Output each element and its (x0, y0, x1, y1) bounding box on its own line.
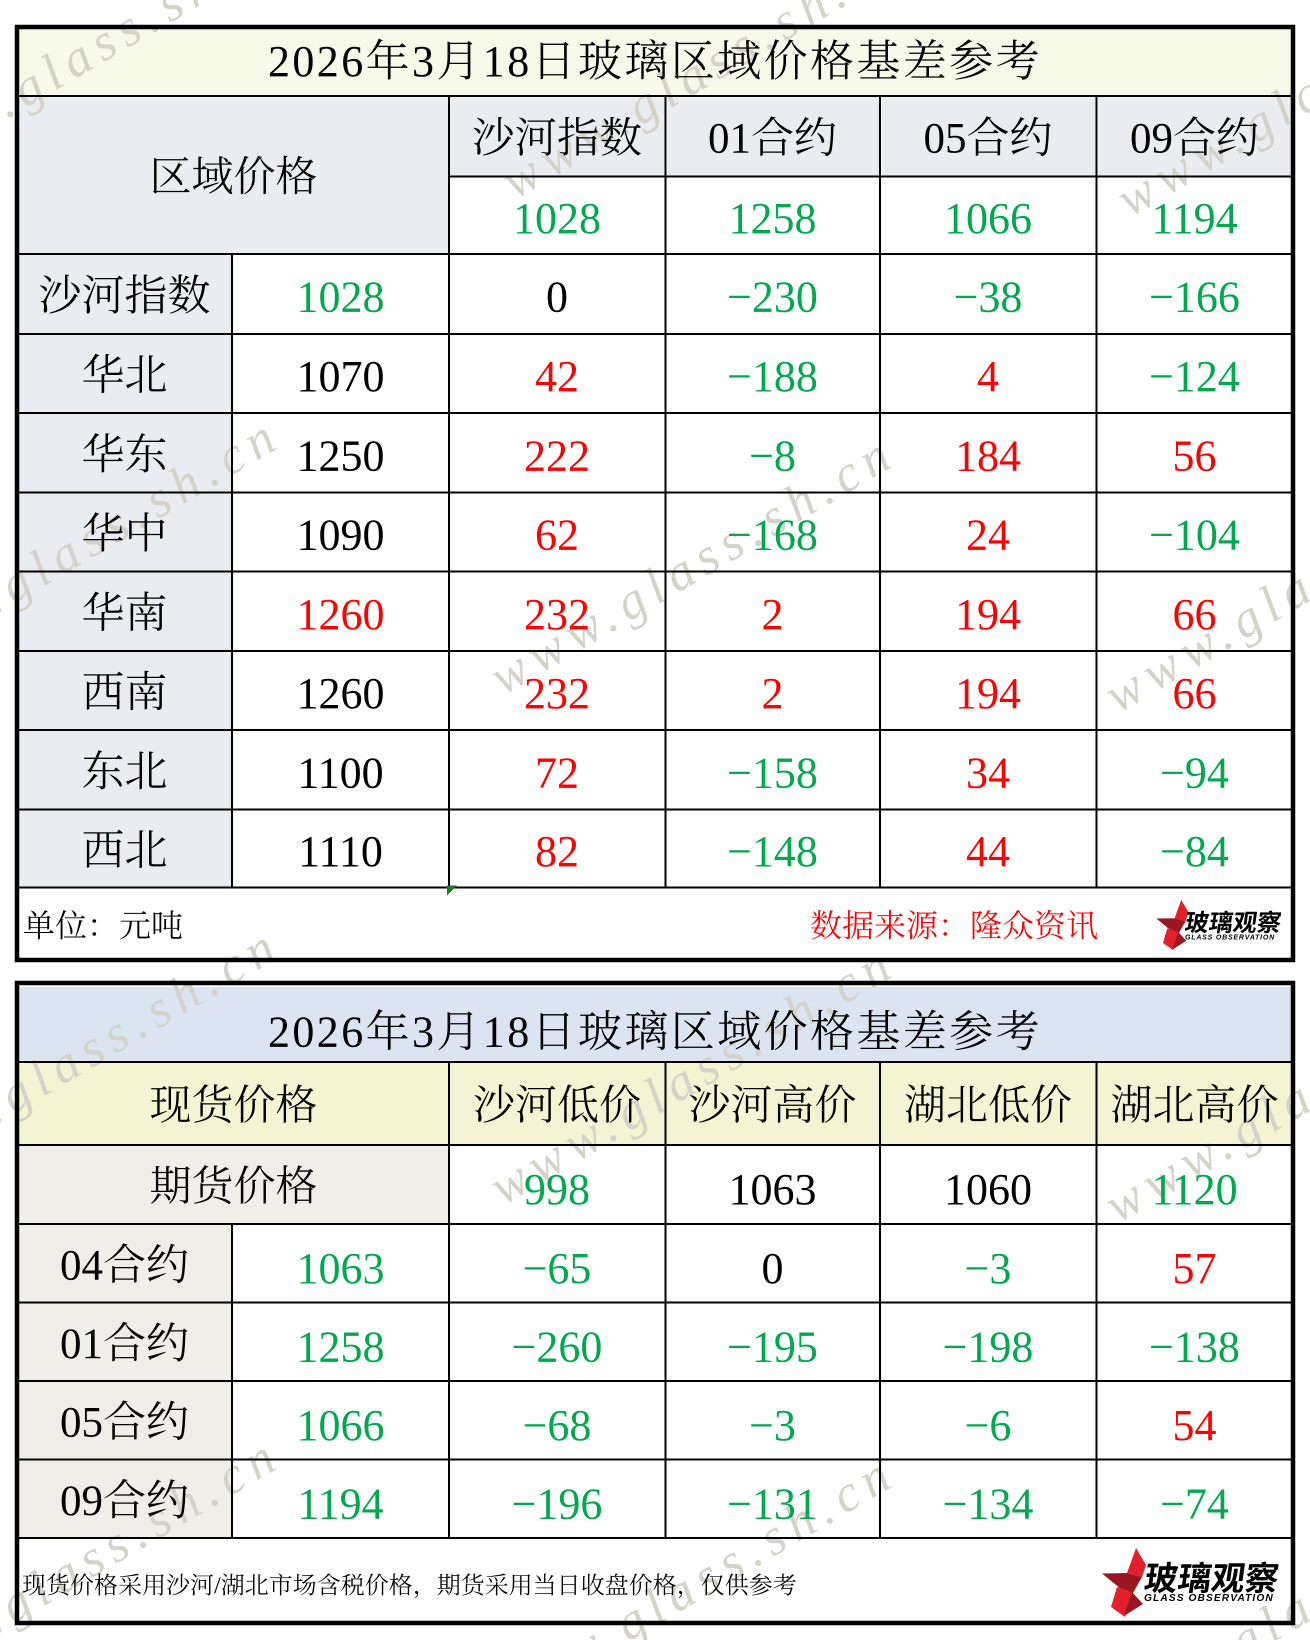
svg-text:1258: 1258 (729, 194, 817, 243)
svg-text:1090: 1090 (297, 511, 385, 560)
svg-text:−74: −74 (1160, 1479, 1229, 1528)
svg-text:18: 18 (483, 1008, 532, 1057)
svg-text:24: 24 (966, 511, 1010, 560)
svg-text:1250: 1250 (297, 431, 385, 480)
svg-text:62: 62 (535, 511, 579, 560)
svg-text:18: 18 (483, 37, 532, 86)
svg-text:232: 232 (524, 669, 590, 718)
svg-text:−158: −158 (727, 748, 818, 797)
svg-text:−84: −84 (1160, 827, 1229, 876)
svg-text:−3: −3 (965, 1244, 1012, 1293)
svg-text:194: 194 (955, 590, 1021, 639)
svg-text:0: 0 (546, 273, 568, 322)
svg-text:3: 3 (412, 1008, 436, 1057)
svg-text:1194: 1194 (1151, 194, 1237, 243)
svg-text:−68: −68 (523, 1401, 592, 1450)
svg-text:−134: −134 (943, 1479, 1034, 1528)
svg-text:1260: 1260 (297, 669, 385, 718)
svg-text:−188: −188 (727, 352, 818, 401)
svg-text:−230: −230 (727, 273, 818, 322)
svg-text:/: / (214, 1574, 221, 1600)
svg-text:1194: 1194 (297, 1479, 383, 1528)
svg-text:−195: −195 (727, 1322, 818, 1371)
svg-text:1260: 1260 (297, 590, 385, 639)
svg-text:44: 44 (966, 827, 1010, 876)
svg-text:2: 2 (762, 590, 784, 639)
svg-text:−166: −166 (1149, 273, 1240, 322)
svg-text:1060: 1060 (944, 1165, 1032, 1214)
svg-text:2026: 2026 (268, 37, 366, 86)
svg-text:−65: −65 (523, 1244, 592, 1293)
svg-text:−198: −198 (943, 1322, 1034, 1371)
svg-text:−3: −3 (749, 1401, 796, 1450)
svg-text:66: 66 (1173, 669, 1217, 718)
svg-text:1100: 1100 (297, 748, 383, 797)
svg-text:222: 222 (524, 431, 590, 480)
svg-text:54: 54 (1173, 1401, 1217, 1450)
svg-text:1063: 1063 (297, 1244, 385, 1293)
svg-text:998: 998 (524, 1165, 590, 1214)
svg-text:2: 2 (762, 669, 784, 718)
svg-text:−196: −196 (512, 1479, 603, 1528)
svg-text:66: 66 (1173, 590, 1217, 639)
svg-text:184: 184 (955, 431, 1021, 480)
svg-text:1066: 1066 (944, 194, 1032, 243)
svg-text:GLASS OBSERVATION: GLASS OBSERVATION (1185, 935, 1275, 942)
svg-text:05: 05 (60, 1400, 103, 1447)
svg-text:2026: 2026 (268, 1008, 366, 1057)
svg-text:−94: −94 (1160, 748, 1229, 797)
svg-text:0: 0 (762, 1244, 784, 1293)
svg-text:4: 4 (977, 352, 999, 401)
svg-text:56: 56 (1173, 431, 1217, 480)
svg-text:01: 01 (60, 1321, 103, 1368)
svg-text:−131: −131 (727, 1479, 818, 1528)
svg-text:−138: −138 (1149, 1322, 1240, 1371)
svg-text:01: 01 (708, 116, 751, 163)
svg-text:−8: −8 (749, 431, 796, 480)
svg-text:−260: −260 (512, 1322, 603, 1371)
svg-text:1066: 1066 (297, 1401, 385, 1450)
svg-text:09: 09 (60, 1478, 103, 1525)
svg-text:42: 42 (535, 352, 579, 401)
svg-text:194: 194 (955, 669, 1021, 718)
svg-text:−38: −38 (954, 273, 1023, 322)
svg-text:09: 09 (1130, 116, 1173, 163)
svg-text:3: 3 (412, 37, 436, 86)
svg-text:1063: 1063 (729, 1165, 817, 1214)
svg-text:−148: −148 (727, 827, 818, 876)
svg-text:72: 72 (535, 748, 579, 797)
svg-text:GLASS OBSERVATION: GLASS OBSERVATION (1144, 1593, 1274, 1604)
svg-text:04: 04 (60, 1243, 103, 1290)
svg-text:82: 82 (535, 827, 579, 876)
svg-text:34: 34 (966, 748, 1010, 797)
svg-text:1028: 1028 (297, 273, 385, 322)
svg-text:1110: 1110 (298, 827, 383, 876)
svg-text:232: 232 (524, 590, 590, 639)
svg-text:1070: 1070 (297, 352, 385, 401)
svg-text:−168: −168 (727, 511, 818, 560)
svg-text:1028: 1028 (513, 194, 601, 243)
svg-text:−104: −104 (1149, 511, 1240, 560)
svg-text:−6: −6 (965, 1401, 1012, 1450)
svg-text:−124: −124 (1149, 352, 1240, 401)
svg-text:1258: 1258 (297, 1322, 385, 1371)
svg-text:05: 05 (924, 116, 967, 163)
svg-text:57: 57 (1173, 1244, 1217, 1293)
svg-text:1120: 1120 (1151, 1165, 1237, 1214)
